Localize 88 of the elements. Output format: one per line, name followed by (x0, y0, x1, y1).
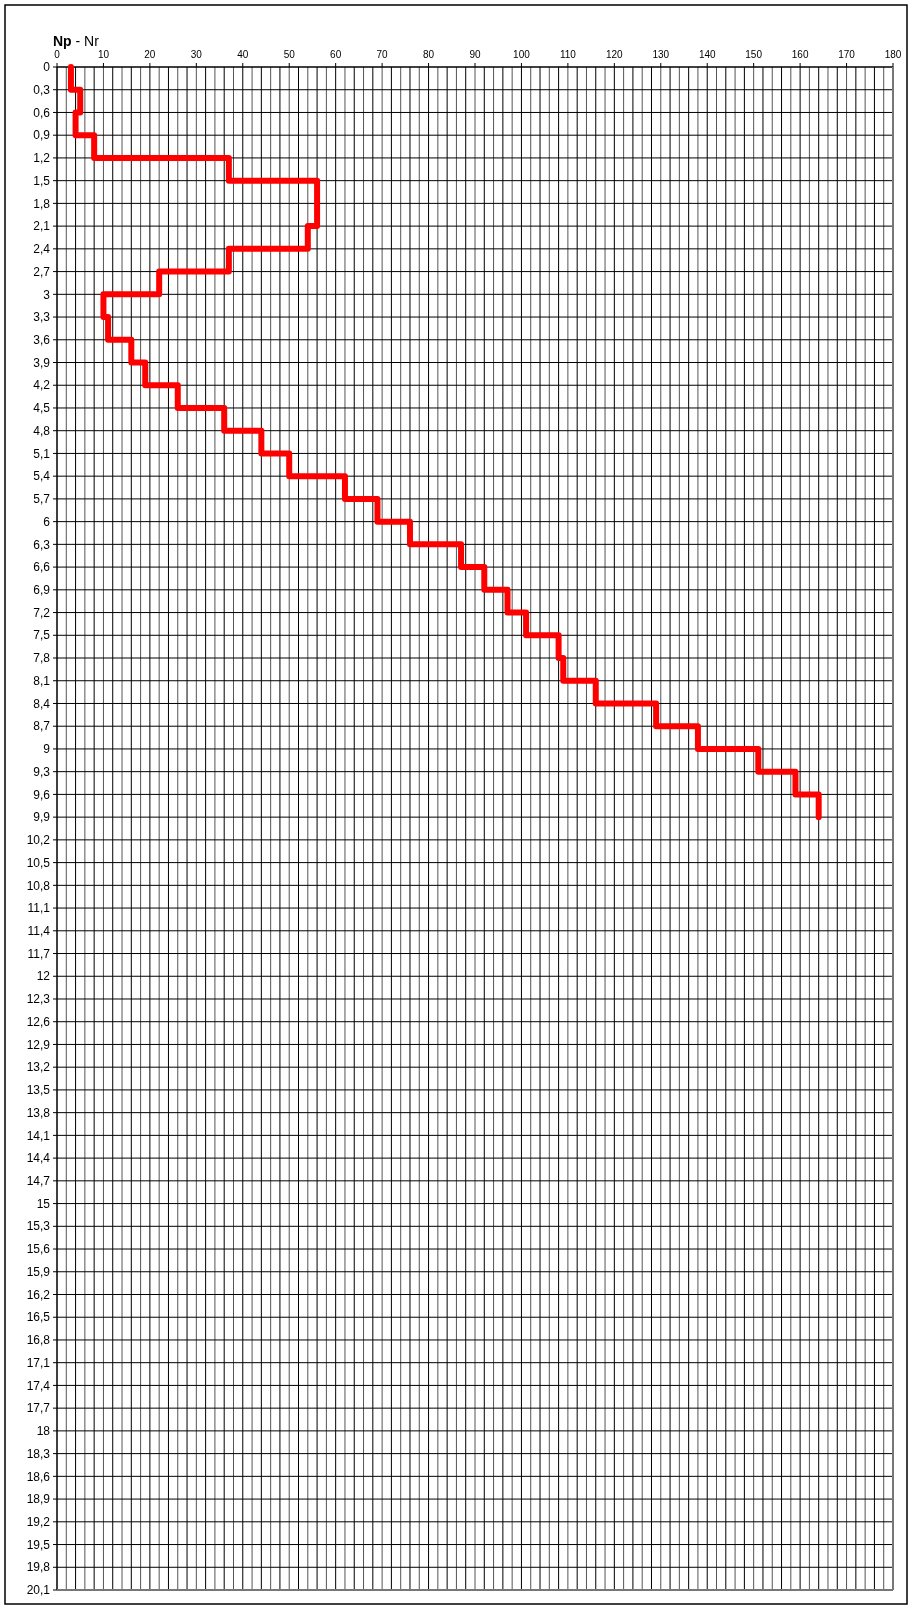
x-tick-label: 60 (330, 49, 342, 60)
y-tick-label: 8,4 (33, 696, 51, 711)
y-tick-label: 2,4 (33, 242, 51, 257)
y-tick-label: 7,8 (33, 651, 51, 666)
y-tick-label: 5,1 (33, 446, 51, 461)
y-tick-label: 0,6 (33, 105, 51, 120)
y-tick-label: 11,4 (27, 923, 51, 938)
y-tick-label: 10,8 (26, 878, 51, 893)
x-tick-label: 170 (838, 49, 856, 60)
y-tick-label: 12,9 (26, 1037, 51, 1052)
y-tick-label: 13,8 (26, 1105, 51, 1120)
y-tick-label: 1,2 (33, 151, 51, 166)
y-tick-label: 9,6 (33, 787, 51, 802)
x-tick-label: 110 (559, 49, 577, 60)
y-tick-label: 11,1 (27, 901, 51, 916)
y-tick-label: 7,5 (33, 628, 51, 643)
y-tick-label: 0,9 (33, 128, 51, 143)
y-tick-label: 3,3 (33, 310, 51, 325)
y-tick-label: 18,9 (26, 1492, 51, 1507)
y-tick-label: 15 (36, 1196, 51, 1211)
y-tick-label: 16,8 (26, 1333, 51, 1348)
y-tick-label: 4,8 (33, 423, 51, 438)
y-tick-label: 5,7 (33, 492, 51, 507)
x-tick-label: 130 (652, 49, 670, 60)
y-tick-label: 18,6 (26, 1469, 51, 1484)
y-tick-label: 15,3 (26, 1219, 51, 1234)
y-tick-label: 17,1 (26, 1355, 51, 1370)
y-tick-label: 6,6 (33, 560, 51, 575)
y-tick-label: 16,2 (26, 1287, 51, 1302)
y-tick-label: 2,7 (33, 264, 51, 279)
x-tick-label: 100 (513, 49, 531, 60)
x-tick-label: 160 (791, 49, 809, 60)
x-tick-label: 10 (97, 49, 110, 60)
y-tick-label: 8,7 (33, 719, 51, 734)
y-tick-label: 5,4 (33, 469, 51, 484)
y-tick-label: 9,3 (33, 764, 51, 779)
y-tick-label: 6,9 (33, 583, 51, 598)
y-tick-label: 19,2 (26, 1515, 51, 1530)
y-tick-label: 9,9 (33, 810, 51, 825)
x-tick-label: 0 (54, 49, 61, 60)
y-tick-label: 15,6 (26, 1242, 51, 1257)
y-tick-label: 9 (43, 742, 51, 757)
x-tick-label: 140 (698, 49, 716, 60)
y-tick-label: 13,5 (26, 1083, 51, 1098)
y-tick-label: 19,5 (26, 1537, 51, 1552)
y-tick-label: 10,2 (26, 833, 51, 848)
x-tick-label: 30 (190, 49, 203, 60)
y-tick-label: 18,3 (26, 1446, 51, 1461)
y-tick-label: 11,7 (27, 946, 51, 961)
y-tick-label: 17,7 (26, 1401, 51, 1416)
y-tick-label: 3 (43, 287, 51, 302)
y-tick-label: 1,8 (33, 196, 51, 211)
y-tick-label: 6 (43, 514, 51, 529)
x-tick-label: 120 (605, 49, 624, 60)
x-tick-label: 20 (144, 49, 156, 60)
y-tick-label: 0,3 (33, 82, 51, 97)
y-tick-label: 0 (43, 60, 51, 75)
y-tick-label: 12,6 (26, 1014, 51, 1029)
y-tick-label: 14,4 (26, 1151, 51, 1166)
y-tick-label: 19,8 (26, 1560, 51, 1575)
y-tick-label: 8,1 (33, 673, 51, 688)
x-tick-label: 180 (884, 49, 902, 60)
y-tick-label: 3,6 (33, 332, 51, 347)
y-tick-label: 2,1 (33, 219, 51, 234)
y-tick-label: 15,9 (26, 1264, 51, 1279)
x-tick-label: 50 (283, 49, 296, 60)
x-tick-label: 80 (422, 49, 435, 60)
y-tick-label: 1,5 (33, 173, 51, 188)
y-tick-label: 20,1 (26, 1583, 51, 1598)
y-tick-label: 18 (36, 1424, 51, 1439)
y-tick-label: 17,4 (26, 1378, 51, 1393)
x-tick-label: 40 (237, 49, 249, 60)
y-tick-label: 12,3 (26, 992, 51, 1007)
y-tick-label: 13,2 (26, 1060, 51, 1075)
x-tick-label: 70 (376, 49, 389, 60)
y-tick-label: 6,3 (33, 537, 51, 552)
y-tick-label: 4,5 (33, 401, 51, 416)
y-tick-label: 10,5 (26, 855, 51, 870)
y-tick-label: 7,2 (33, 605, 51, 620)
x-tick-label: 150 (745, 49, 763, 60)
x-axis-title: Np - Nr (53, 33, 100, 49)
x-tick-label: 90 (469, 49, 481, 60)
y-tick-label: 12 (36, 969, 51, 984)
y-tick-label: 16,5 (26, 1310, 51, 1325)
y-tick-label: 14,1 (26, 1128, 51, 1143)
y-tick-label: 14,7 (26, 1174, 51, 1189)
y-tick-label: 4,2 (33, 378, 51, 393)
y-tick-label: 3,9 (33, 355, 51, 370)
